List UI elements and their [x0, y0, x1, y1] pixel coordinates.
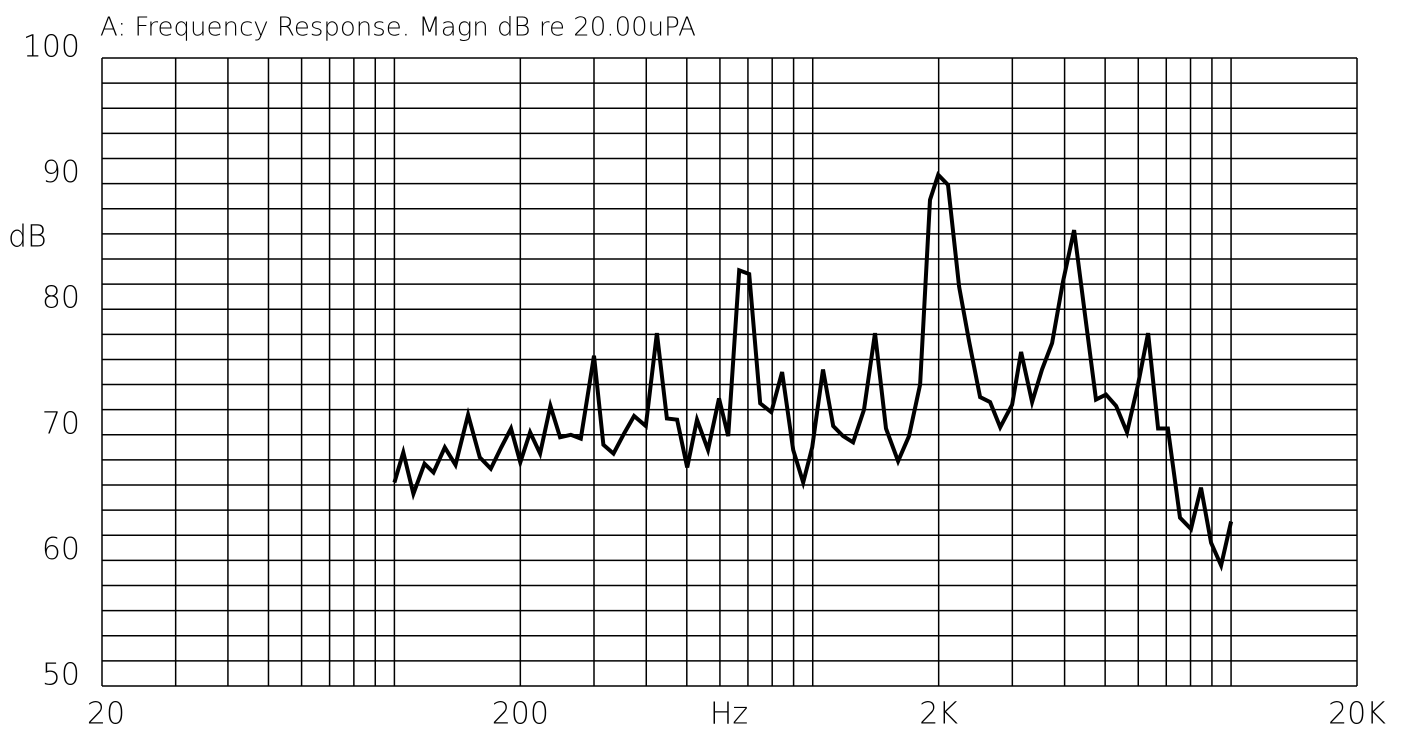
y-tick-label: 80 — [42, 281, 80, 316]
y-tick-label: 100 — [23, 30, 80, 65]
x-tick-label: 20K — [1328, 697, 1386, 731]
y-axis-label: dB — [8, 220, 47, 255]
y-tick-label: 90 — [42, 155, 80, 190]
data-line — [392, 171, 1234, 572]
x-tick-label: 2K — [919, 697, 958, 731]
x-axis-label: Hz — [710, 697, 748, 731]
y-tick-label: 50 — [42, 658, 80, 693]
y-tick-label: 60 — [42, 532, 80, 567]
x-tick-label: 20 — [87, 697, 125, 731]
y-tick-label: 70 — [42, 406, 80, 441]
x-tick-label: 200 — [492, 697, 549, 731]
chart-title: A: Frequency Response. Magn dB re 20.00u… — [100, 13, 696, 43]
